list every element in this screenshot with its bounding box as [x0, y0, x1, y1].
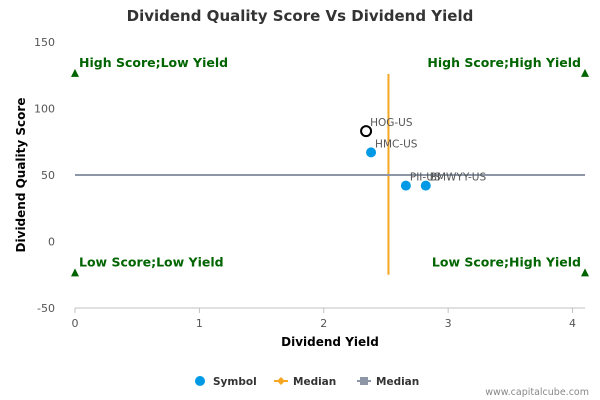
- legend-label: Symbol: [213, 376, 257, 388]
- legend-label: Median: [293, 376, 336, 388]
- y-tick-label: 0: [48, 236, 55, 249]
- x-axis-label: Dividend Yield: [281, 335, 379, 349]
- legend-diamond-marker: [277, 377, 285, 385]
- data-point-label: BMWYY-US: [430, 172, 487, 184]
- y-axis-label: Dividend Quality Score: [14, 98, 28, 253]
- quadrant-label: Low Score;Low Yield: [79, 254, 224, 269]
- plot-area: 0 1 2 3 4 -50 0 50 100 150 High Score;Low Yield Hig…: [34, 36, 589, 330]
- data-point: [420, 180, 431, 191]
- quadrant-label: Low Score;High Yield: [432, 254, 581, 269]
- quadrant-label: High Score;High Yield: [427, 55, 581, 70]
- data-point-label: HOG-US: [370, 117, 413, 129]
- data-point-label: HMC-US: [375, 138, 418, 150]
- y-tick-label: 50: [41, 169, 55, 182]
- legend: Symbol Median Median: [195, 376, 419, 388]
- quadrant-marker: [71, 268, 79, 277]
- x-tick-label: 1: [196, 317, 203, 330]
- quadrant-label: High Score;Low Yield: [79, 55, 228, 70]
- legend-label: Median: [376, 376, 419, 388]
- x-tick-label: 0: [72, 317, 79, 330]
- credit-text: www.capitalcube.com: [485, 387, 589, 398]
- x-tick-label: 3: [445, 317, 452, 330]
- x-tick-label: 4: [569, 317, 576, 330]
- legend-symbol-marker: [195, 376, 205, 386]
- quadrant-marker: [581, 268, 589, 277]
- data-point-highlighted: [360, 125, 373, 138]
- x-tick-label: 2: [320, 317, 327, 330]
- quadrant-marker: [581, 68, 589, 77]
- data-point: [400, 180, 411, 191]
- y-tick-label: 150: [34, 36, 55, 49]
- data-point-label: PII-US: [410, 172, 441, 184]
- chart-title: Dividend Quality Score Vs Dividend Yield: [127, 7, 474, 25]
- y-tick-label: 100: [34, 103, 55, 116]
- y-tick-label: -50: [37, 302, 55, 315]
- legend-square-marker: [360, 377, 368, 385]
- data-point: [366, 147, 377, 158]
- quadrant-marker: [71, 68, 79, 77]
